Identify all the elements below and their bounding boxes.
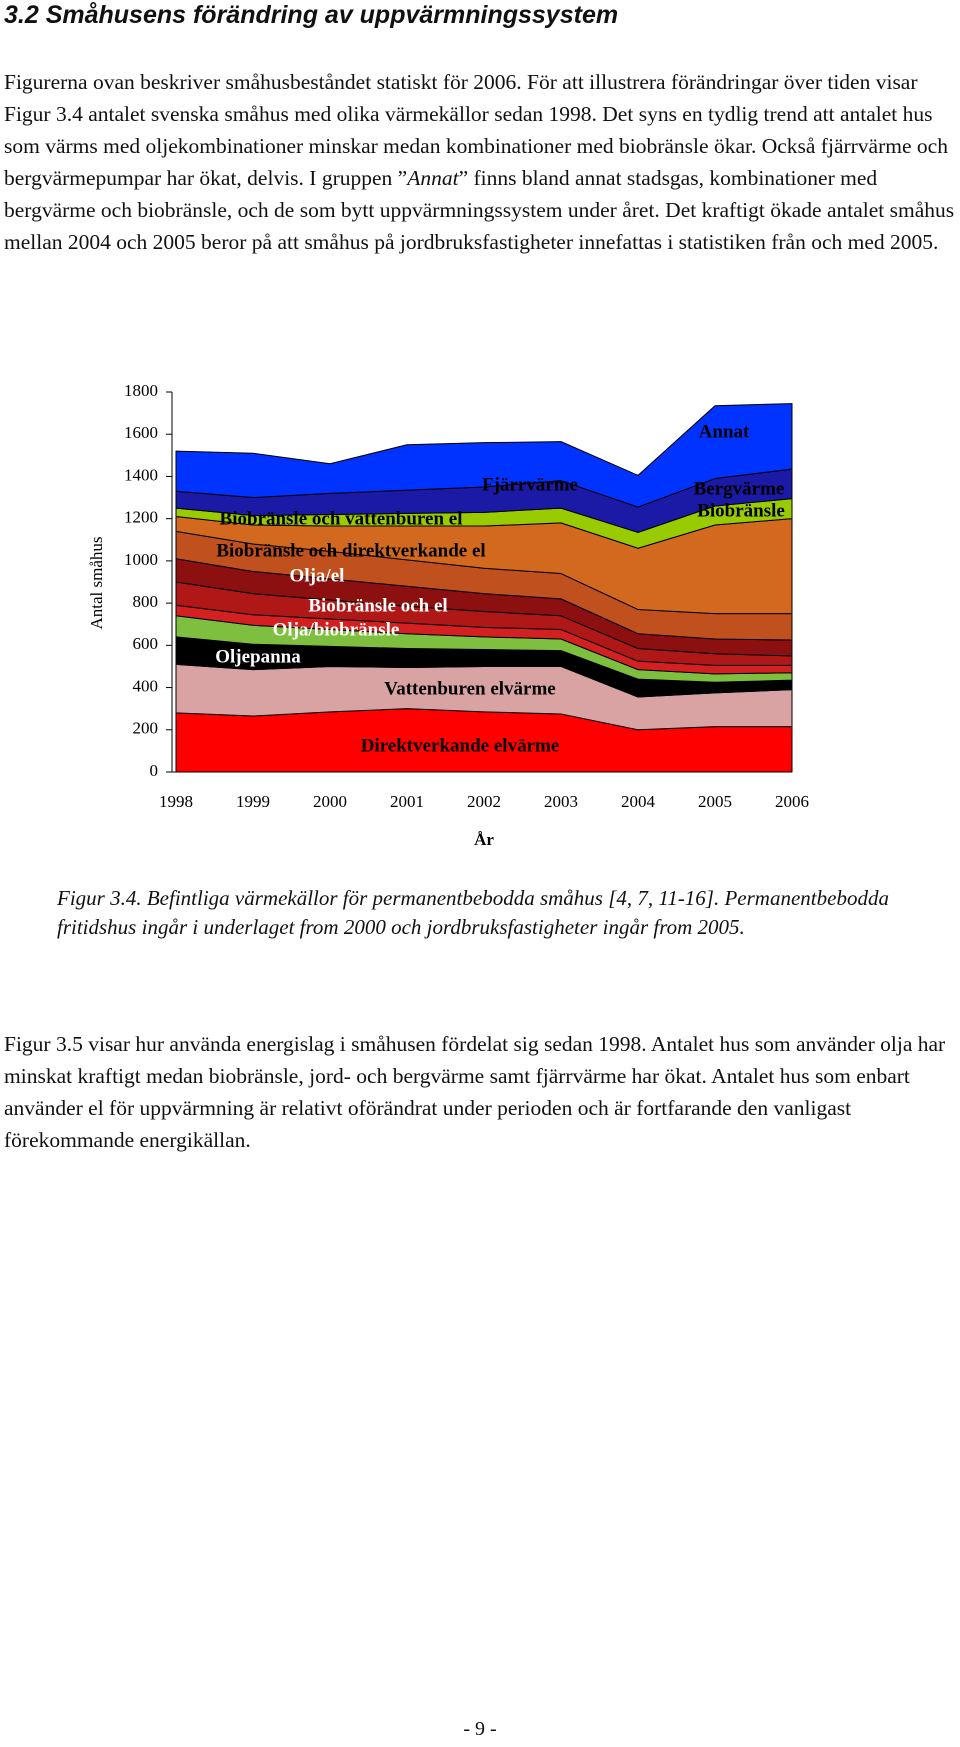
y-tick-label: 800 xyxy=(133,592,159,611)
x-tick-label: 2001 xyxy=(390,792,424,811)
y-tick-label: 1000 xyxy=(124,550,158,569)
series-label: Annat xyxy=(699,421,750,442)
y-tick-label: 400 xyxy=(133,676,159,695)
text: ” finns bland annat stadsgas, kombinatio… xyxy=(4,166,955,254)
series-label: Olja/el xyxy=(290,565,345,586)
x-tick-label: 2002 xyxy=(467,792,501,811)
series-label: Vattenburen elvärme xyxy=(384,678,556,699)
y-tick-label: 600 xyxy=(133,634,159,653)
series-label: Olja/biobränsle xyxy=(273,619,400,640)
x-tick-label: 2000 xyxy=(313,792,347,811)
series-label: Bergvärme xyxy=(694,478,785,499)
x-tick-label: 2003 xyxy=(544,792,578,811)
figure-caption: Figur 3.4. Befintliga värmekällor för pe… xyxy=(57,886,889,939)
y-tick-label: 0 xyxy=(150,761,159,780)
x-tick-label: 1999 xyxy=(236,792,270,811)
series-label: Biobränsle och el xyxy=(308,595,447,616)
chart: Antal småhus År 0 200 400 600 800 1000 1200 140… xyxy=(87,381,809,849)
section-title: 3.2 Småhusens förändring av uppvärmnings… xyxy=(4,1,619,29)
areas xyxy=(175,403,793,773)
paragraph: Figur 3.5 visar hur använda energislag i… xyxy=(4,1032,946,1152)
y-tick-label: 1400 xyxy=(124,465,158,484)
x-tick-label: 2005 xyxy=(698,792,732,811)
area xyxy=(175,403,793,508)
emphasis: Annat xyxy=(407,166,459,190)
series-label: Oljepanna xyxy=(215,646,301,667)
x-axis-label: År xyxy=(474,830,494,849)
series-label: Biobränsle och vattenburen el xyxy=(220,508,463,529)
y-tick-label: 1800 xyxy=(124,381,158,400)
x-tick-label: 2006 xyxy=(775,792,809,811)
series-label: Fjärrvärme xyxy=(482,474,578,495)
series-label: Biobränsle xyxy=(697,500,785,521)
page-number: - 9 - xyxy=(463,1718,497,1740)
x-tick-label: 2004 xyxy=(621,792,656,811)
y-tick-label: 200 xyxy=(133,719,159,738)
y-axis-label: Antal småhus xyxy=(87,536,106,629)
intro-paragraph: Figurerna ovan beskriver småhusbeståndet… xyxy=(4,66,956,258)
series-label: Biobränsle och direktverkande el xyxy=(216,540,485,561)
series-label: Direktverkande elvärme xyxy=(361,735,560,756)
text: Figurerna ovan beskriver småhusbeståndet… xyxy=(4,70,948,190)
x-tick-label: 1998 xyxy=(159,792,193,811)
y-tick-label: 1600 xyxy=(124,423,158,442)
y-tick-label: 1200 xyxy=(124,508,158,527)
